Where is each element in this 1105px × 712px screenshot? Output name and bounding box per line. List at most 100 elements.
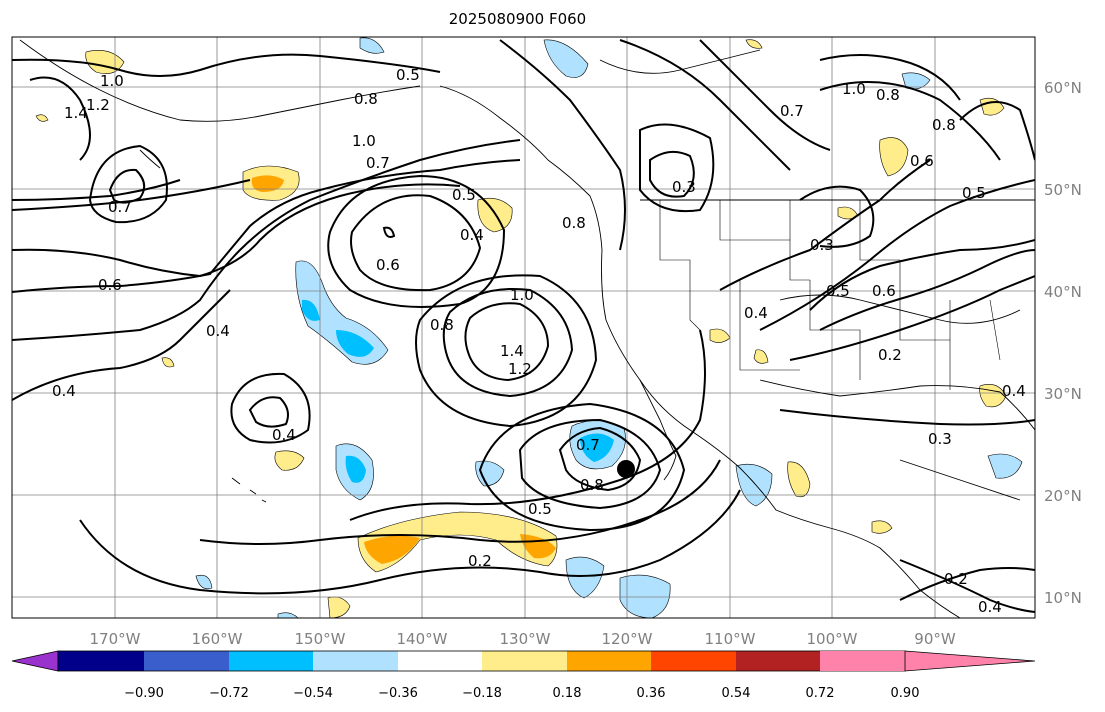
lon-tick-label: 100°W bbox=[807, 630, 858, 648]
contour-label: 0.4 bbox=[978, 598, 1002, 616]
patch-lightblue bbox=[475, 460, 505, 487]
lon-tick-label: 140°W bbox=[397, 630, 448, 648]
patch-orange bbox=[251, 175, 284, 192]
contour-label: 1.0 bbox=[510, 286, 534, 304]
patch-yellow bbox=[979, 384, 1007, 408]
patch-yellow bbox=[161, 357, 175, 368]
patch-lightblue bbox=[359, 37, 385, 54]
patch-yellow bbox=[357, 511, 558, 573]
contour-label: 1.4 bbox=[64, 104, 88, 122]
patch-blue bbox=[302, 299, 374, 357]
lon-tick-label: 110°W bbox=[705, 630, 756, 648]
contour-label: 0.5 bbox=[528, 500, 552, 518]
lat-tick-label: 30°N bbox=[1044, 385, 1082, 403]
lon-tick-label: 150°W bbox=[295, 630, 346, 648]
lon-tick-label: 130°W bbox=[500, 630, 551, 648]
colorbar-tick-label: −0.18 bbox=[462, 686, 502, 701]
lat-tick-label: 60°N bbox=[1044, 79, 1082, 97]
lon-tick-label: 90°W bbox=[914, 630, 956, 648]
colorbar-tick-label: 0.18 bbox=[553, 686, 582, 701]
patch-yellow bbox=[274, 450, 305, 471]
patch-yellow bbox=[753, 349, 769, 364]
contour-label: 1.2 bbox=[86, 96, 110, 114]
colorbar-right-extend bbox=[904, 650, 1036, 672]
lon-tick-label: 120°W bbox=[602, 630, 653, 648]
contour-label: 0.2 bbox=[944, 570, 968, 588]
contour-label: 0.4 bbox=[460, 226, 484, 244]
lat-tick-label: 10°N bbox=[1044, 589, 1082, 607]
longitude-ticks: 170°W 160°W 150°W 140°W 130°W 120°W 110°… bbox=[90, 630, 956, 648]
contour-label: 0.3 bbox=[672, 178, 696, 196]
patch-blue bbox=[580, 433, 614, 462]
colorbar-tick-label: −0.54 bbox=[293, 686, 333, 701]
patch-lightblue bbox=[565, 556, 605, 599]
contour-label: 0.5 bbox=[396, 66, 420, 84]
colorbar-swatch bbox=[58, 651, 144, 671]
contour-label: 0.4 bbox=[52, 382, 76, 400]
colorbar-tick-label: −0.90 bbox=[124, 686, 164, 701]
patch-orange bbox=[520, 534, 556, 559]
lon-tick-label: 160°W bbox=[192, 630, 243, 648]
colorbar-tick-label: 0.72 bbox=[806, 686, 835, 701]
contour-label: 0.4 bbox=[1002, 382, 1026, 400]
patch-lightblue bbox=[543, 39, 589, 78]
colorbar-swatch bbox=[398, 651, 482, 671]
contour-label: 0.6 bbox=[376, 256, 400, 274]
colorbar: −0.90 −0.72 −0.54 −0.36 −0.18 0.18 0.36 … bbox=[11, 650, 1036, 701]
contour-label: 0.7 bbox=[108, 198, 132, 216]
colorbar-swatch bbox=[144, 651, 229, 671]
patch-lightblue bbox=[277, 612, 299, 618]
lon-tick-label: 170°W bbox=[90, 630, 141, 648]
colorbar-swatch bbox=[229, 651, 313, 671]
contour-label: 0.8 bbox=[876, 86, 900, 104]
contour-label: 1.0 bbox=[100, 72, 124, 90]
lat-tick-label: 50°N bbox=[1044, 181, 1082, 199]
contour-label: 0.7 bbox=[576, 436, 600, 454]
patch-yellow bbox=[35, 114, 49, 122]
contour-label: 0.8 bbox=[354, 90, 378, 108]
colorbar-tick-label: 0.54 bbox=[722, 686, 751, 701]
contour-label: 0.8 bbox=[430, 316, 454, 334]
contour-label: 0.8 bbox=[562, 214, 586, 232]
colorbar-swatch bbox=[567, 651, 651, 671]
patch-blue bbox=[345, 455, 366, 483]
colorbar-swatch bbox=[820, 651, 905, 671]
contour-label: 0.4 bbox=[206, 322, 230, 340]
patch-lightblue bbox=[195, 574, 213, 590]
colorbar-ticks: −0.90 −0.72 −0.54 −0.36 −0.18 0.18 0.36 … bbox=[124, 686, 919, 701]
lat-lon-grid bbox=[12, 37, 1035, 618]
latitude-ticks: 60°N 50°N 40°N 30°N 20°N 10°N bbox=[1044, 79, 1082, 607]
patch-orange bbox=[364, 535, 420, 564]
colorbar-tick-label: −0.72 bbox=[209, 686, 249, 701]
contour-label: 0.4 bbox=[744, 304, 768, 322]
shaded-patches bbox=[35, 37, 1023, 618]
contour-label: 0.6 bbox=[910, 152, 934, 170]
contour-label: 0.4 bbox=[272, 426, 296, 444]
colorbar-tick-label: −0.36 bbox=[378, 686, 418, 701]
contour-label: 0.8 bbox=[932, 116, 956, 134]
contour-label: 0.2 bbox=[468, 552, 492, 570]
contour-label: 0.7 bbox=[780, 102, 804, 120]
contour-label: 0.7 bbox=[366, 154, 390, 172]
colorbar-swatch bbox=[736, 651, 820, 671]
map-frame bbox=[11, 36, 1036, 619]
contour-label: 0.5 bbox=[826, 282, 850, 300]
storm-center-marker bbox=[617, 460, 635, 478]
contour-label: 0.6 bbox=[872, 282, 896, 300]
contour-label: 0.5 bbox=[962, 184, 986, 202]
map-panel: 0.5 0.8 1.0 0.7 1.4 1.2 1.0 0.7 0.6 0.6 … bbox=[12, 37, 1035, 618]
contour-label: 0.2 bbox=[878, 346, 902, 364]
patch-yellow bbox=[745, 39, 763, 49]
contour-label: 1.0 bbox=[352, 132, 376, 150]
patch-lightblue bbox=[619, 574, 671, 618]
colorbar-swatch bbox=[313, 651, 398, 671]
patch-yellow bbox=[871, 520, 893, 534]
patch-lightblue bbox=[295, 260, 389, 365]
patch-yellow bbox=[879, 137, 909, 177]
colorbar-swatch bbox=[651, 651, 736, 671]
contour-label: 1.2 bbox=[508, 360, 532, 378]
colorbar-swatch bbox=[482, 651, 567, 671]
contour-label: 0.5 bbox=[452, 186, 476, 204]
contour-label: 0.8 bbox=[580, 476, 604, 494]
